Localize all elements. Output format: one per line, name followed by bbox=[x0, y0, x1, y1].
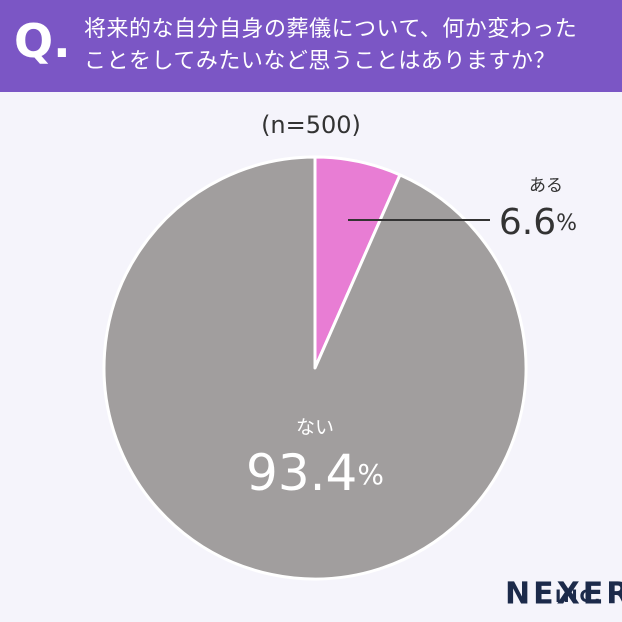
category-label: ない bbox=[296, 417, 334, 439]
value-label: 93.4% bbox=[246, 444, 384, 502]
value-label: 6.6% bbox=[499, 202, 577, 243]
logo: NEXER bbox=[505, 577, 622, 612]
sample-size: (n=500) bbox=[261, 111, 361, 139]
header: Q. 将来的な自分自身の葬儀について、何か変わったことをしてみたいなど思うことは… bbox=[0, 0, 622, 92]
q-mark: Q. bbox=[14, 14, 71, 68]
category-label: ある bbox=[529, 176, 563, 196]
pie-slice bbox=[102, 155, 528, 581]
logo-suffix: INC. bbox=[555, 587, 603, 607]
question: 将来的な自分自身の葬儀について、何か変わったことをしてみたいなど思うことはありま… bbox=[84, 17, 578, 74]
